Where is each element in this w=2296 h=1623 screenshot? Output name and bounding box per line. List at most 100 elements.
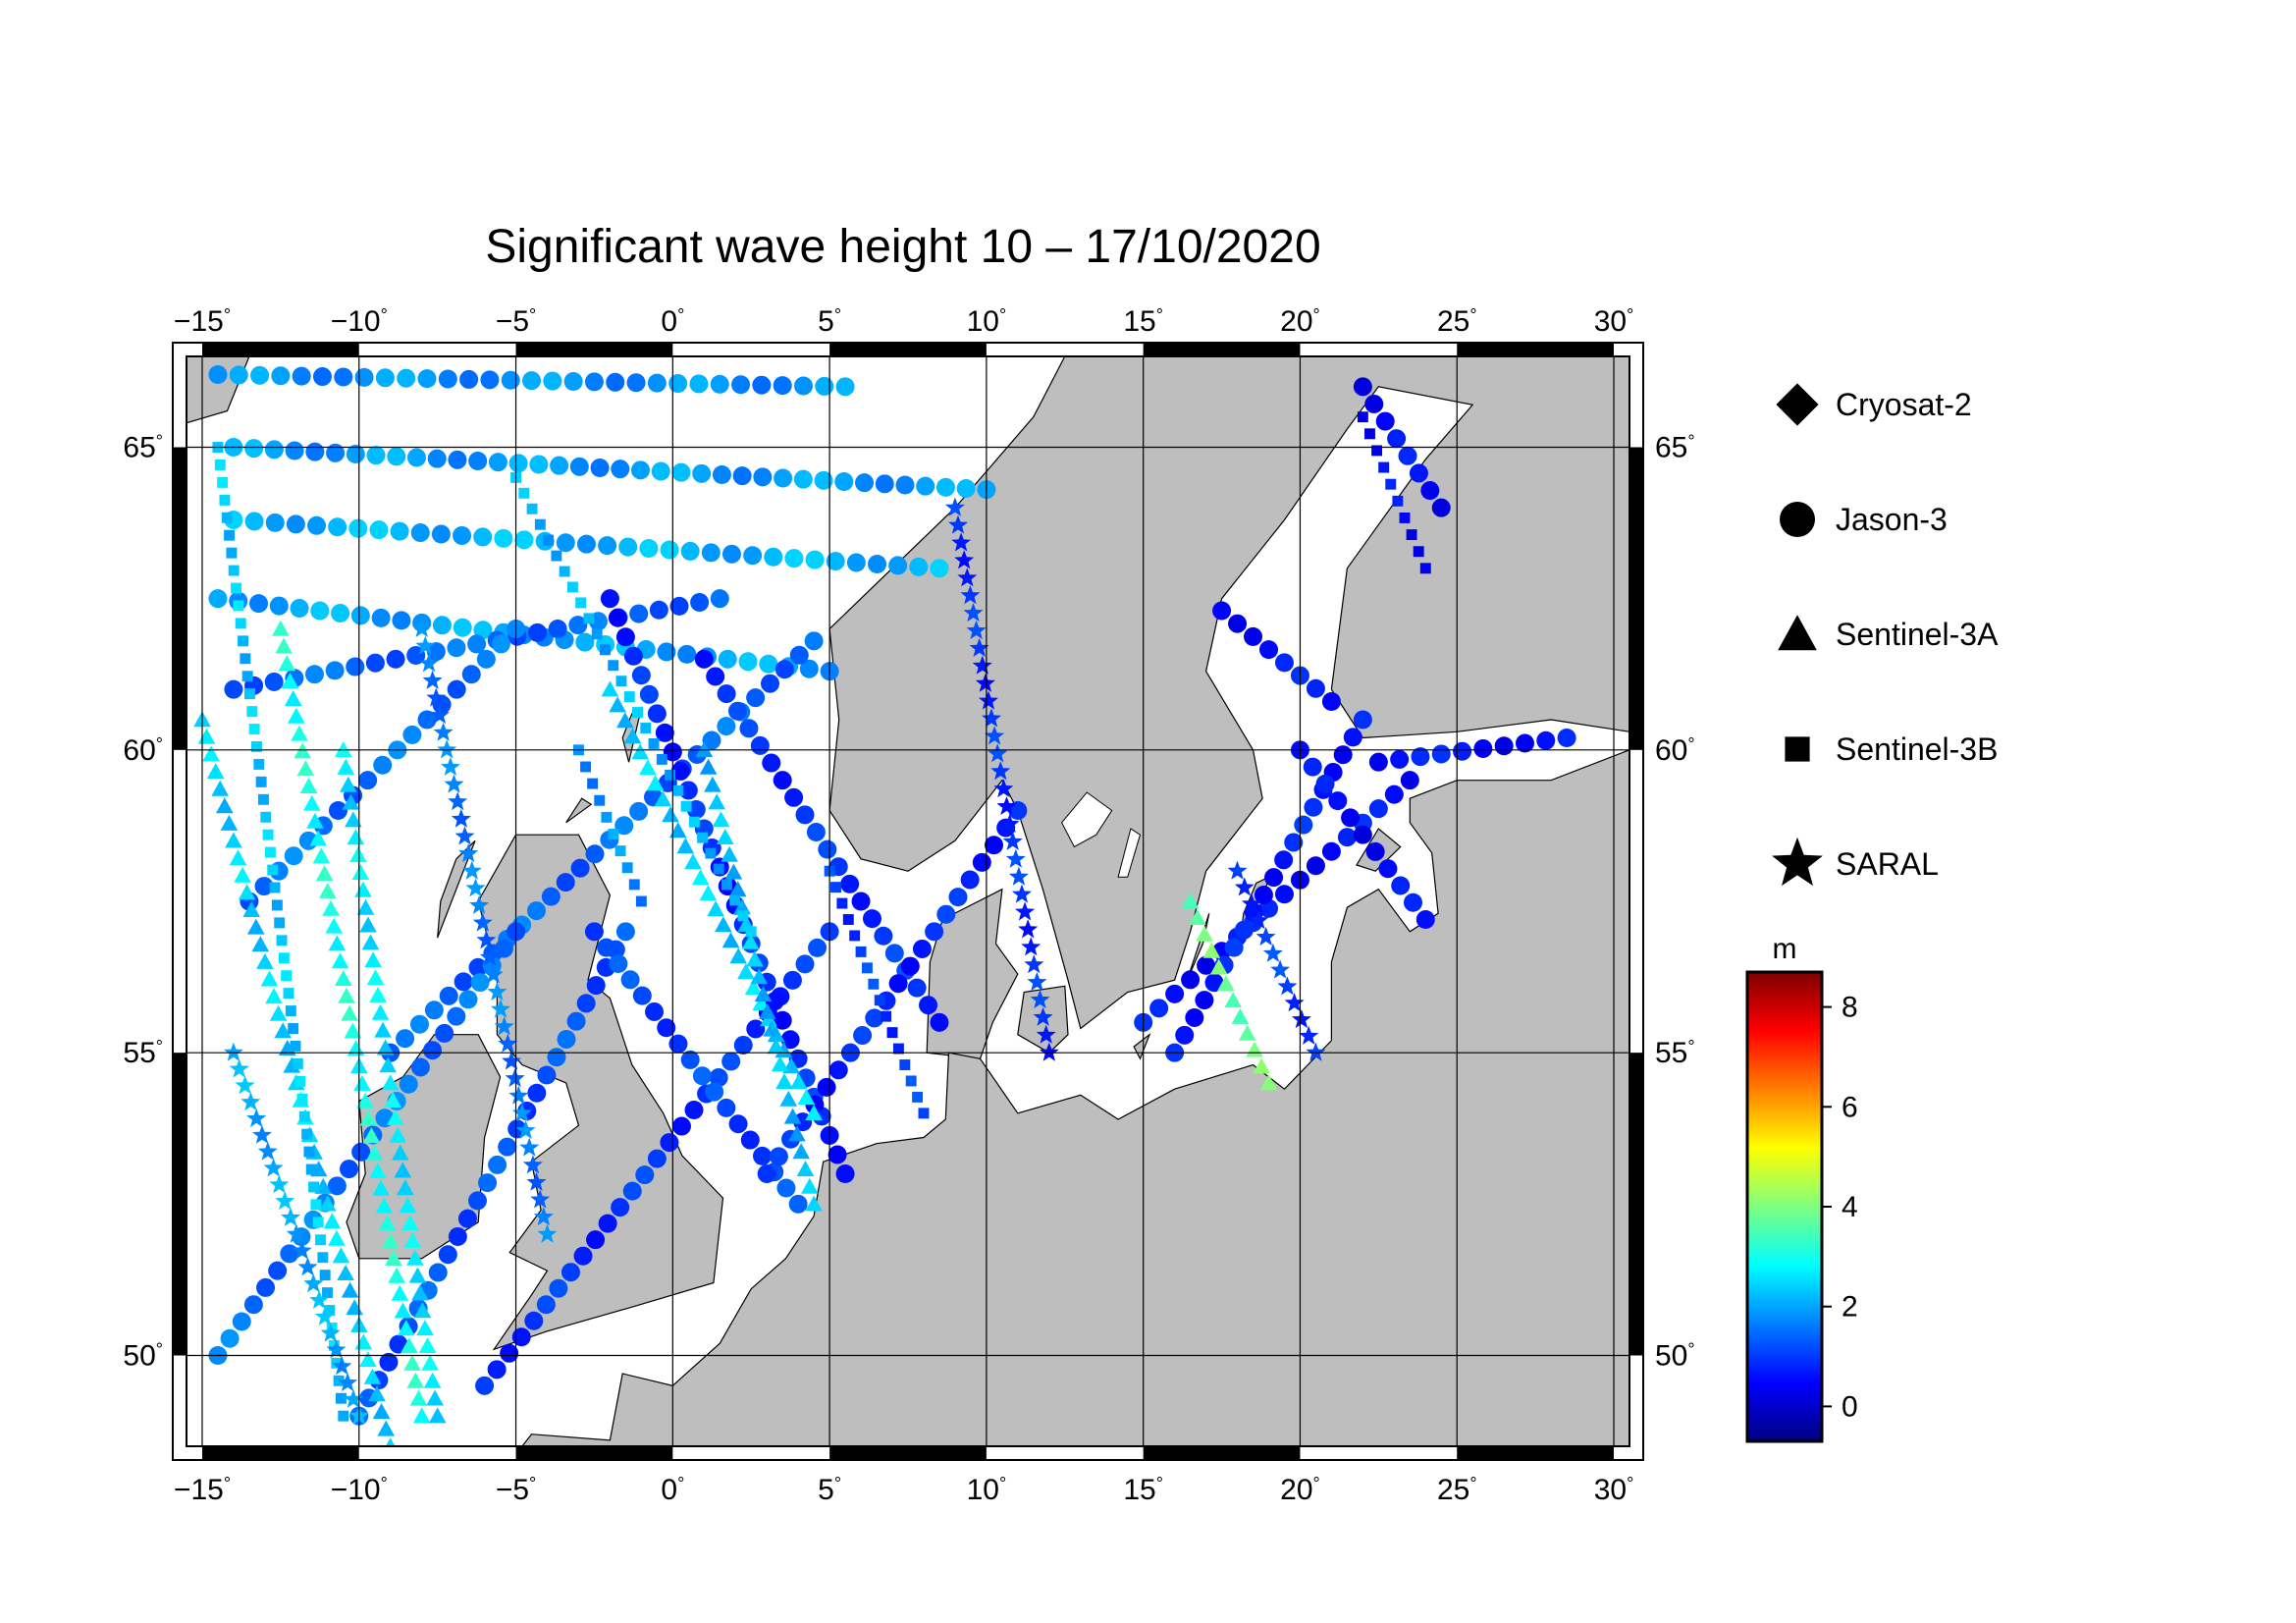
circle-point bbox=[795, 954, 815, 974]
lat-label-right: 50° bbox=[1655, 1340, 1695, 1373]
triangle-point bbox=[309, 830, 327, 846]
circle-point bbox=[410, 1057, 430, 1077]
square-point bbox=[688, 816, 700, 828]
circle-point bbox=[243, 1295, 263, 1315]
square-point bbox=[231, 582, 242, 594]
circle-point bbox=[454, 972, 473, 992]
triangle-point bbox=[312, 847, 331, 864]
star-point bbox=[978, 690, 998, 710]
triangle-point bbox=[699, 758, 718, 775]
circle-point bbox=[757, 1164, 776, 1183]
circle-point bbox=[220, 1328, 240, 1348]
triangle-point bbox=[337, 1265, 354, 1280]
circle-point bbox=[428, 1263, 448, 1282]
circle-point bbox=[438, 369, 457, 389]
star-point bbox=[303, 1273, 324, 1293]
circle-point bbox=[677, 644, 697, 664]
square-point bbox=[721, 879, 732, 891]
circle-point bbox=[692, 463, 712, 483]
circle-point bbox=[447, 679, 466, 699]
star-point bbox=[491, 999, 510, 1018]
legend-item: Sentinel-3A bbox=[1778, 615, 1999, 652]
circle-point bbox=[392, 611, 411, 630]
triangle-point bbox=[399, 1197, 417, 1214]
triangle-point bbox=[384, 1092, 401, 1109]
star-point bbox=[476, 930, 497, 949]
star-point bbox=[505, 1068, 525, 1088]
circle-point bbox=[448, 1226, 467, 1246]
square-point bbox=[324, 1305, 336, 1316]
circle-point bbox=[406, 448, 426, 467]
circle-point bbox=[399, 1074, 418, 1094]
circle-point bbox=[1195, 991, 1214, 1010]
circle-point bbox=[1368, 799, 1388, 819]
circle-point bbox=[732, 466, 752, 486]
circle-point bbox=[328, 517, 347, 537]
circle-point bbox=[972, 852, 991, 872]
circle-point bbox=[655, 723, 674, 742]
circle-point bbox=[1304, 797, 1323, 817]
circle-point bbox=[1212, 601, 1232, 621]
circle-point bbox=[1274, 653, 1294, 673]
triangle-point bbox=[278, 1040, 296, 1055]
circle-point bbox=[424, 1001, 444, 1020]
triangle-point bbox=[362, 1127, 381, 1144]
vattern-lake bbox=[1117, 828, 1142, 878]
star-point bbox=[429, 705, 450, 725]
circle-point bbox=[1321, 692, 1341, 711]
circle-point bbox=[649, 600, 668, 620]
triangle-point bbox=[388, 1267, 405, 1283]
star-point bbox=[1018, 919, 1039, 939]
circle-point bbox=[1259, 640, 1278, 660]
triangle-point bbox=[291, 725, 308, 741]
lon-label-bottom: 15° bbox=[1123, 1474, 1163, 1506]
circle-point bbox=[1409, 463, 1428, 483]
circle-point bbox=[948, 888, 968, 907]
star-point bbox=[1036, 1024, 1056, 1044]
frame-segment-bottom bbox=[1143, 1446, 1301, 1460]
circle-point bbox=[570, 858, 590, 878]
circle-point bbox=[448, 450, 467, 469]
triangle-point bbox=[242, 901, 260, 917]
circle-point bbox=[694, 649, 714, 669]
star-point bbox=[1027, 972, 1047, 992]
circle-point bbox=[1398, 446, 1417, 465]
star-point bbox=[338, 1373, 358, 1392]
lon-label-bottom: 10° bbox=[967, 1474, 1007, 1506]
square-point bbox=[290, 1040, 301, 1052]
square-point bbox=[217, 476, 229, 488]
square-point bbox=[338, 1410, 349, 1422]
circle-point bbox=[488, 453, 507, 472]
lat-label-left: 65° bbox=[123, 432, 163, 464]
circle-point bbox=[590, 459, 610, 477]
star-point bbox=[982, 708, 1002, 728]
circle-point bbox=[269, 596, 289, 616]
triangle-point bbox=[349, 846, 367, 863]
lon-label-top: 5° bbox=[818, 305, 841, 338]
star-point bbox=[990, 761, 1011, 781]
star-point bbox=[522, 1155, 543, 1174]
triangle-point bbox=[704, 776, 721, 792]
square-point bbox=[526, 503, 538, 514]
circle-point bbox=[358, 771, 378, 790]
circle-point bbox=[721, 544, 741, 564]
triangle-point bbox=[247, 918, 265, 935]
triangle-point bbox=[609, 696, 626, 713]
star-point bbox=[969, 637, 989, 657]
circle-point bbox=[453, 525, 472, 545]
circle-point bbox=[916, 476, 935, 496]
triangle-point bbox=[724, 863, 743, 880]
colorbar-ticks: 0 2 4 6 8 bbox=[1822, 992, 1858, 1423]
circle-point bbox=[919, 996, 938, 1015]
square-point bbox=[905, 1075, 917, 1087]
triangle-point bbox=[341, 1281, 359, 1298]
square-point bbox=[899, 1059, 911, 1070]
square-point bbox=[1413, 546, 1424, 558]
square-point bbox=[621, 862, 633, 874]
legend-label: Sentinel-3A bbox=[1836, 617, 1999, 652]
square-point bbox=[559, 566, 570, 577]
triangle-point bbox=[646, 775, 665, 791]
circle-point bbox=[494, 939, 513, 958]
star-point bbox=[1024, 954, 1044, 974]
